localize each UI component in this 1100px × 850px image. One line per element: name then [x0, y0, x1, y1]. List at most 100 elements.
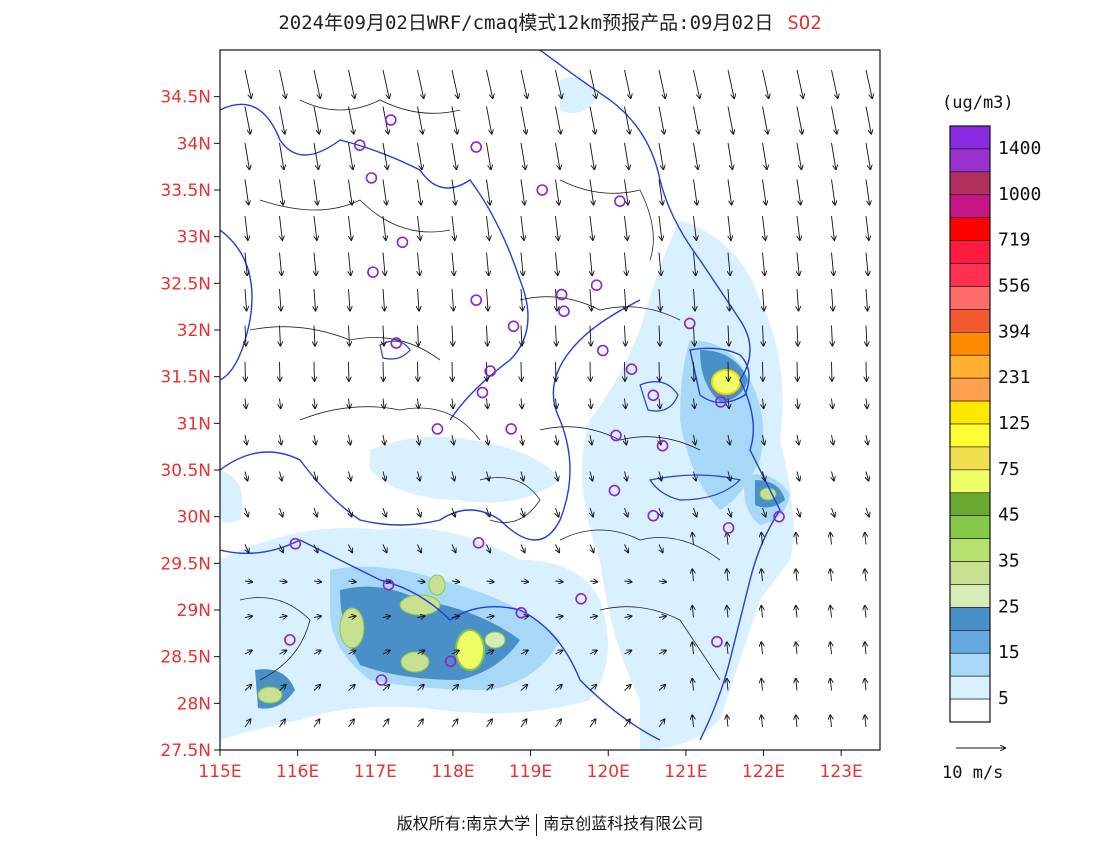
wind-arrow [382, 179, 387, 205]
wind-arrow [244, 142, 249, 169]
station-marker [367, 266, 379, 278]
wind-arrow [589, 142, 594, 169]
wind-arrow [555, 142, 560, 169]
wind-arrow [761, 679, 762, 691]
wind-arrow [727, 533, 728, 545]
wind-arrow [796, 642, 797, 655]
province-boundary-anhui-south [220, 299, 641, 541]
wind-arrow [452, 471, 454, 481]
wind-arrow [590, 507, 593, 517]
wind-arrow [865, 179, 870, 205]
wind-arrow [418, 398, 419, 409]
wind-arrow [382, 616, 390, 617]
wind-arrow [590, 252, 592, 276]
wind-arrow [555, 581, 563, 582]
province-boundary-north [220, 103, 529, 421]
wind-arrow [486, 106, 492, 134]
wind-arrow [590, 471, 592, 481]
wind-arrow [624, 69, 631, 98]
wind-arrow [659, 471, 661, 481]
wind-arrow [313, 142, 318, 169]
wind-arrow [382, 215, 386, 240]
y-tick-label: 32N [177, 321, 211, 341]
station-marker [385, 114, 397, 126]
wind-arrow [830, 606, 831, 618]
wind-arrow [589, 616, 597, 617]
wind-arrow [831, 179, 836, 205]
wind-arrow [244, 650, 252, 654]
wind-arrow [418, 544, 422, 553]
wind-arrow [728, 434, 730, 445]
wind-arrow [314, 252, 316, 276]
x-tick-label: 120E [587, 762, 630, 782]
wind-arrow [694, 252, 696, 276]
wind-arrow [865, 106, 871, 134]
legend-swatch [949, 171, 991, 196]
wind-arrow [279, 685, 286, 691]
wind-arrow [520, 69, 527, 98]
title-text: 2024年09月02日WRF/cmaq模式12km预报产品:09月02日 [278, 12, 774, 34]
wind-arrow [451, 581, 459, 582]
wind-arrow [313, 719, 320, 728]
wind-arrow [832, 398, 833, 409]
wind-arrow [796, 569, 797, 582]
y-tick-label: 34.5N [160, 88, 211, 108]
wind-arrow [279, 650, 287, 654]
wind-arrow [624, 616, 632, 617]
wind-arrow [521, 434, 523, 445]
wind-arrow [693, 179, 698, 205]
wind-arrow [280, 434, 282, 445]
legend-swatch [949, 354, 991, 379]
wind-arrow [521, 507, 524, 517]
wind-arrow [521, 252, 523, 276]
wind-arrow [244, 581, 252, 582]
wind-arrow [417, 215, 421, 240]
wind-arrow [796, 679, 797, 691]
legend-swatch [949, 217, 991, 241]
wind-arrow [314, 434, 316, 445]
county-boundary-2 [249, 326, 441, 361]
wind-arrow [383, 471, 385, 481]
station-marker [365, 172, 378, 184]
wind-arrow [244, 179, 249, 205]
wind-scale-label: 10 m/s [942, 763, 1003, 783]
wind-arrow [763, 325, 764, 346]
wind-arrow [279, 719, 286, 728]
wind-arrow [796, 142, 801, 169]
wind-arrow [762, 215, 766, 240]
wind-arrow [832, 288, 834, 311]
station-marker [656, 439, 669, 452]
wind-arrow [866, 434, 868, 445]
wind-arrow [728, 288, 730, 311]
wind-arrow [692, 642, 693, 655]
wind-arrow [727, 679, 728, 691]
legend-swatches [949, 125, 991, 723]
wind-arrow [866, 252, 868, 276]
y-tick-label: 31N [177, 414, 211, 434]
wind-arrow [418, 288, 420, 311]
wind-arrow [797, 434, 799, 445]
y-tick-label: 31.5N [160, 368, 211, 388]
wind-arrow [417, 685, 424, 691]
legend-swatch [949, 332, 991, 356]
station-marker [722, 522, 735, 534]
wind-arrow [313, 581, 321, 582]
wind-arrow [314, 325, 315, 346]
station-marker [390, 337, 403, 349]
wind-arrow [728, 398, 729, 409]
wind-arrow [520, 142, 525, 169]
shade-center [370, 436, 560, 503]
wind-arrow [796, 533, 797, 545]
wind-arrow [694, 434, 696, 445]
wind-arrow [763, 252, 765, 276]
wind-arrow [313, 69, 320, 98]
county-boundary-11 [559, 179, 654, 261]
wind-arrow [727, 142, 732, 169]
wind-arrow [348, 106, 354, 134]
legend-label: 25 [998, 596, 1020, 617]
hotspot-5 [400, 651, 430, 673]
wind-arrow [313, 179, 318, 205]
wind-arrow [694, 471, 696, 481]
wind-arrow [727, 179, 732, 205]
wind-arrow [830, 533, 831, 545]
